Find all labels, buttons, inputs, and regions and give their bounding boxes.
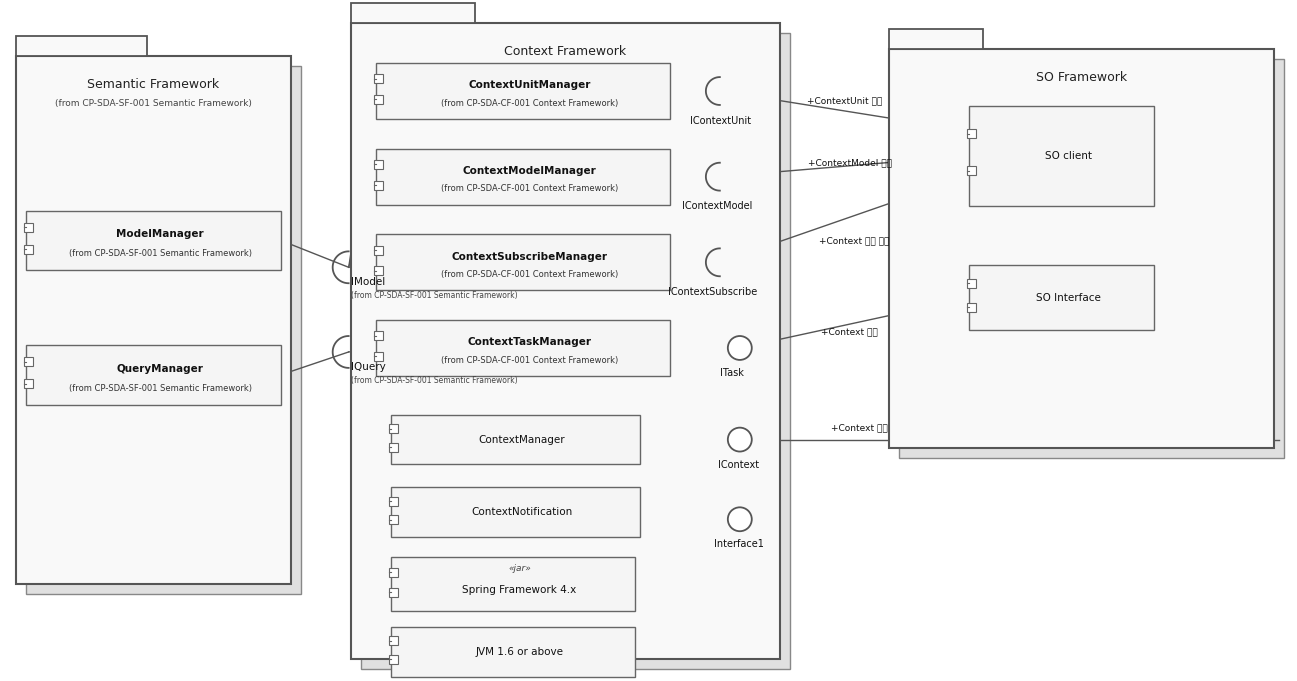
Bar xyxy=(968,166,977,175)
Text: (from CP-SDA-SF-001 Semantic Framework): (from CP-SDA-SF-001 Semantic Framework) xyxy=(350,376,518,385)
Bar xyxy=(26,210,280,270)
Bar xyxy=(389,568,398,577)
Text: ITask: ITask xyxy=(720,368,743,378)
Bar xyxy=(968,303,977,312)
Text: +Context 알림: +Context 알림 xyxy=(831,423,888,432)
Text: QueryManager: QueryManager xyxy=(117,364,204,374)
Bar xyxy=(890,29,983,49)
Text: +ContextUnit 조회: +ContextUnit 조회 xyxy=(807,97,882,106)
Bar xyxy=(374,352,383,361)
Bar xyxy=(26,345,280,405)
Bar xyxy=(969,266,1154,330)
Text: ContextUnitManager: ContextUnitManager xyxy=(468,80,590,91)
Text: (from CP-SDA-CF-001 Context Framework): (from CP-SDA-CF-001 Context Framework) xyxy=(441,185,619,193)
Bar xyxy=(25,379,34,388)
Text: ContextTaskManager: ContextTaskManager xyxy=(467,337,591,347)
Text: (from CP-SDA-CF-001 Context Framework): (from CP-SDA-CF-001 Context Framework) xyxy=(441,99,619,108)
Bar xyxy=(890,49,1274,447)
Bar xyxy=(374,95,383,104)
Text: ModelManager: ModelManager xyxy=(117,229,204,240)
Bar xyxy=(374,160,383,169)
Text: Context Framework: Context Framework xyxy=(505,45,626,58)
Circle shape xyxy=(728,507,752,531)
Text: JVM 1.6 or above: JVM 1.6 or above xyxy=(476,647,563,656)
Text: IContext: IContext xyxy=(717,460,759,469)
Text: Semantic Framework: Semantic Framework xyxy=(87,78,219,91)
Text: Spring Framework 4.x: Spring Framework 4.x xyxy=(463,586,577,595)
Bar xyxy=(390,488,639,537)
Text: ContextNotification: ContextNotification xyxy=(471,507,573,518)
Bar xyxy=(17,56,291,584)
Text: ContextManager: ContextManager xyxy=(479,434,565,445)
Circle shape xyxy=(728,336,752,360)
Bar xyxy=(26,66,301,594)
Text: (from CP-SDA-SF-001 Semantic Framework): (from CP-SDA-SF-001 Semantic Framework) xyxy=(69,383,252,392)
Bar xyxy=(350,3,476,23)
Text: ContextSubscribeManager: ContextSubscribeManager xyxy=(451,252,607,262)
Bar xyxy=(374,266,383,275)
Text: SO Framework: SO Framework xyxy=(1036,71,1127,84)
Bar xyxy=(350,23,779,659)
Text: +Context 구독: +Context 구독 xyxy=(821,328,878,336)
Text: (from CP-SDA-SF-001 Semantic Framework): (from CP-SDA-SF-001 Semantic Framework) xyxy=(69,249,252,258)
Bar xyxy=(361,33,790,669)
Bar xyxy=(17,36,147,56)
Text: (from CP-SDA-SF-001 Semantic Framework): (from CP-SDA-SF-001 Semantic Framework) xyxy=(350,291,518,300)
Circle shape xyxy=(728,428,752,452)
Text: +Context 구독 신청: +Context 구독 신청 xyxy=(820,236,890,245)
Bar xyxy=(374,180,383,189)
Text: SO client: SO client xyxy=(1045,151,1092,161)
Bar xyxy=(968,129,977,138)
Text: SO Interface: SO Interface xyxy=(1036,293,1101,302)
Text: +ContextModel 등록: +ContextModel 등록 xyxy=(808,158,891,168)
Text: IModel: IModel xyxy=(350,277,385,287)
Bar xyxy=(390,415,639,464)
Bar xyxy=(389,654,398,664)
Bar xyxy=(389,636,398,646)
Bar xyxy=(376,320,671,376)
Bar xyxy=(376,63,671,119)
Bar xyxy=(376,148,671,204)
Text: IContextModel: IContextModel xyxy=(682,201,752,210)
Bar xyxy=(968,279,977,288)
Bar xyxy=(374,74,383,83)
Bar xyxy=(25,223,34,232)
Bar xyxy=(376,234,671,290)
Bar xyxy=(389,516,398,524)
Text: IContextSubscribe: IContextSubscribe xyxy=(668,287,757,297)
Text: IQuery: IQuery xyxy=(350,362,385,372)
Bar xyxy=(389,424,398,433)
Text: (from CP-SDA-CF-001 Context Framework): (from CP-SDA-CF-001 Context Framework) xyxy=(441,270,619,279)
Text: (from CP-SDA-SF-001 Semantic Framework): (from CP-SDA-SF-001 Semantic Framework) xyxy=(56,99,252,108)
Bar xyxy=(25,358,34,366)
Bar xyxy=(969,106,1154,206)
Bar xyxy=(390,557,636,611)
Text: IContextUnit: IContextUnit xyxy=(690,116,751,126)
Text: (from CP-SDA-CF-001 Context Framework): (from CP-SDA-CF-001 Context Framework) xyxy=(441,355,619,365)
Text: ContextModelManager: ContextModelManager xyxy=(463,166,597,176)
Text: Interface1: Interface1 xyxy=(713,539,764,549)
Bar xyxy=(389,588,398,597)
Bar xyxy=(25,245,34,254)
Bar xyxy=(389,443,398,452)
Bar xyxy=(390,627,636,677)
Bar xyxy=(899,59,1284,458)
Text: «jar»: «jar» xyxy=(508,565,530,573)
Bar xyxy=(389,497,398,506)
Bar xyxy=(374,331,383,340)
Bar xyxy=(374,246,383,255)
